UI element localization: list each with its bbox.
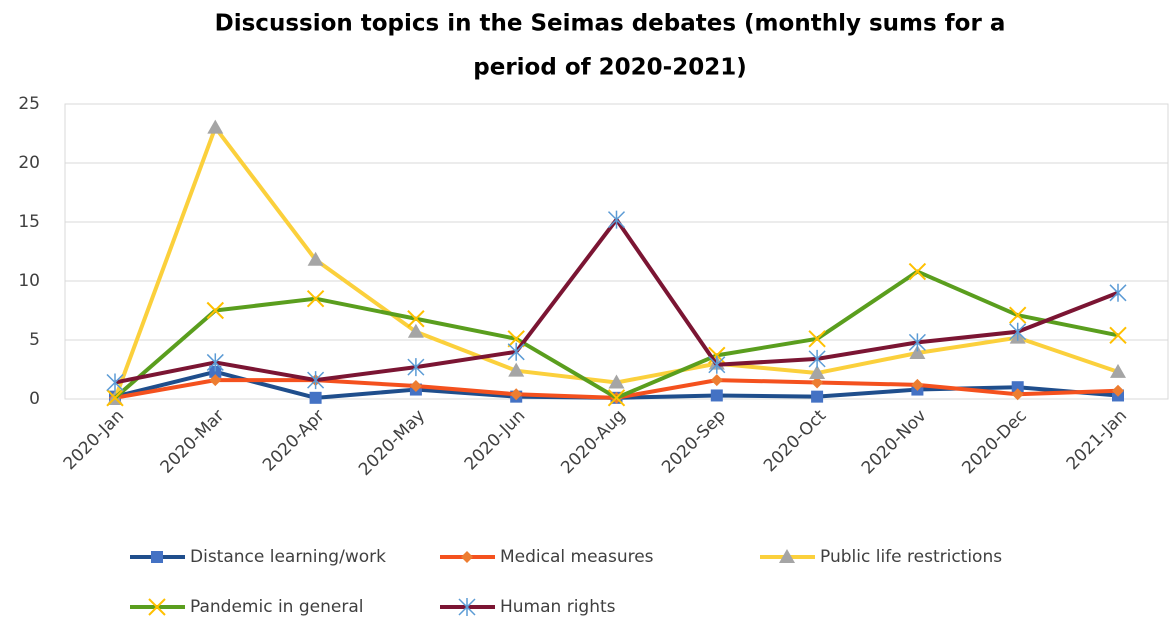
x-tick-label: 2020-Jan xyxy=(60,406,128,474)
legend-label: Medical measures xyxy=(500,547,654,567)
series-line xyxy=(114,217,1119,385)
marker xyxy=(209,374,222,387)
chart-title: period of 2020-2021) xyxy=(473,55,746,81)
marker xyxy=(1110,363,1126,378)
marker xyxy=(307,251,324,266)
marker xyxy=(908,262,927,281)
marker xyxy=(206,353,224,372)
marker xyxy=(307,371,325,390)
x-tick-label: 2020-May xyxy=(355,406,429,480)
x-tick-label: 2020-Mar xyxy=(157,406,229,478)
marker xyxy=(811,376,824,389)
legend-label: Pandemic in general xyxy=(190,597,363,617)
legend-label: Public life restrictions xyxy=(820,547,1002,567)
marker xyxy=(1109,326,1127,344)
marker xyxy=(407,310,425,328)
marker xyxy=(407,323,424,338)
y-tick-label: 25 xyxy=(18,94,40,114)
legend-marker xyxy=(779,549,795,563)
marker xyxy=(608,374,625,389)
marker xyxy=(607,210,626,229)
marker xyxy=(1011,388,1024,401)
y-tick-label: 15 xyxy=(18,212,40,232)
chart-title: Discussion topics in the Seimas debates … xyxy=(215,11,1006,37)
marker xyxy=(309,391,322,404)
legend-label: Distance learning/work xyxy=(190,547,386,567)
marker xyxy=(708,346,726,365)
x-tick-label: 2020-Nov xyxy=(858,406,931,479)
marker xyxy=(106,389,124,407)
marker xyxy=(708,355,726,374)
x-tick-label: 2020-Sep xyxy=(658,406,730,478)
legend-marker xyxy=(461,551,473,563)
marker xyxy=(811,390,824,403)
legend-marker xyxy=(148,598,166,616)
x-tick-label: 2020-Aug xyxy=(557,406,629,478)
marker xyxy=(710,389,723,402)
x-tick-label: 2021-Jan xyxy=(1063,406,1131,474)
x-tick-label: 2020-Jun xyxy=(461,406,530,475)
marker xyxy=(510,388,523,401)
marker xyxy=(106,373,124,392)
marker xyxy=(306,289,325,308)
legend-label: Human rights xyxy=(500,597,616,617)
marker xyxy=(206,301,225,320)
marker xyxy=(909,344,926,359)
series-line xyxy=(113,125,1119,400)
y-tick-label: 0 xyxy=(29,389,40,409)
marker xyxy=(1112,384,1124,397)
marker xyxy=(207,119,224,134)
marker xyxy=(1109,283,1127,302)
marker xyxy=(1011,381,1024,394)
marker xyxy=(607,389,626,407)
legend-marker xyxy=(458,598,476,616)
marker xyxy=(1008,306,1027,324)
marker xyxy=(809,365,826,380)
x-tick-label: 2020-Apr xyxy=(259,406,329,476)
marker xyxy=(1009,322,1027,341)
marker xyxy=(209,365,222,378)
x-tick-label: 2020-Oct xyxy=(760,406,830,476)
marker xyxy=(908,333,926,352)
marker xyxy=(710,374,723,387)
y-tick-label: 10 xyxy=(18,271,40,291)
marker xyxy=(808,330,826,348)
marker xyxy=(911,378,924,391)
y-tick-label: 5 xyxy=(29,330,40,350)
marker xyxy=(508,362,525,377)
marker xyxy=(407,358,425,377)
legend-marker xyxy=(151,551,163,563)
y-tick-label: 20 xyxy=(18,153,40,173)
marker xyxy=(507,342,525,361)
x-tick-label: 2020-Dec xyxy=(958,406,1030,478)
marker xyxy=(409,380,422,393)
marker xyxy=(808,349,826,368)
